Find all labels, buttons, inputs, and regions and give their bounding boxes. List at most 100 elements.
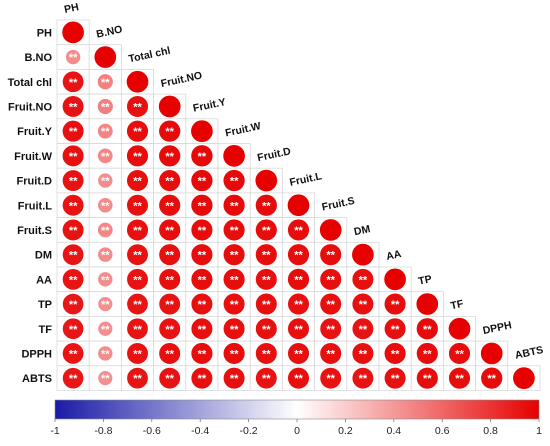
- significance-marker: **: [198, 176, 207, 188]
- corr-circle-fruit-y-fruit-y: [190, 119, 214, 143]
- corr-circle-fruit-y-fruit-no: [158, 119, 181, 143]
- significance-marker: **: [133, 373, 142, 385]
- significance-marker: **: [165, 299, 174, 311]
- corr-circle-tf-fruit-d: [255, 317, 278, 340]
- significance-marker: **: [165, 151, 174, 163]
- corr-circle-dm-fruit-s: [319, 243, 342, 266]
- significance-marker: **: [101, 176, 110, 188]
- significance-marker: **: [326, 324, 335, 336]
- significance-marker: **: [455, 373, 464, 385]
- row-label: AA: [36, 274, 52, 286]
- significance-marker: **: [101, 299, 110, 311]
- significance-marker: **: [487, 373, 496, 385]
- column-label: PH: [63, 1, 80, 16]
- significance-marker: **: [69, 225, 78, 237]
- significance-marker: **: [69, 151, 78, 163]
- corr-circle-abts-dpph: [480, 366, 503, 390]
- corr-circle-fruit-d-fruit-no: [158, 169, 181, 192]
- corr-circle-fruit-d-ph: [62, 169, 85, 192]
- corr-circle-dpph-aa: [383, 342, 407, 365]
- corr-circle-fruit-l-ph: [62, 194, 85, 217]
- row-label: B.NO: [25, 52, 53, 64]
- corr-circle-abts-fruit-l: [287, 367, 310, 390]
- corr-circle-fruit-w-fruit-y: [190, 144, 214, 168]
- significance-marker: **: [133, 200, 142, 212]
- corr-circle-tp-fruit-l: [287, 292, 310, 316]
- corr-circle-aa-aa: [383, 267, 407, 291]
- significance-marker: **: [101, 126, 110, 138]
- corr-circle-fruit-s-fruit-s: [319, 218, 343, 242]
- significance-marker: **: [165, 348, 174, 360]
- corr-circle-tf-aa: [383, 317, 407, 340]
- significance-marker: **: [133, 274, 142, 286]
- corr-circle-fruit-y-ph: [61, 120, 85, 143]
- corr-circle-fruit-no-b-no: [97, 98, 114, 115]
- corr-circle-aa-fruit-s: [319, 268, 342, 291]
- significance-marker: **: [326, 250, 335, 262]
- significance-marker: **: [423, 324, 432, 336]
- column-label: DM: [353, 223, 372, 238]
- corr-circle-total-chl-ph: [62, 70, 85, 93]
- corr-circle-tp-fruit-d: [255, 292, 278, 316]
- significance-marker: **: [133, 126, 142, 138]
- corr-circle-abts-tp: [416, 366, 439, 390]
- significance-marker: **: [359, 373, 368, 385]
- column-label: B.NO: [95, 23, 123, 40]
- corr-circle-aa-b-no: [97, 271, 114, 288]
- significance-layer: ** ** ** ** ** ** ** ** ** ** ** ** ** ** ** ** ** ** ** **…: [69, 52, 497, 385]
- corr-circle-tf-dm: [351, 317, 374, 340]
- corr-circle-tf-fruit-w: [222, 317, 246, 340]
- significance-marker: **: [423, 373, 432, 385]
- colorbar-tick-label: -0.4: [191, 425, 209, 437]
- corr-circle-tf-fruit-s: [319, 317, 342, 340]
- corr-circle-aa-fruit-y: [190, 268, 214, 291]
- corr-circle-dpph-dpph: [480, 342, 504, 365]
- column-label: AA: [385, 248, 403, 263]
- corr-circle-dm-ph: [62, 243, 85, 266]
- corr-circle-aa-fruit-no: [158, 268, 181, 291]
- significance-marker: **: [294, 373, 303, 385]
- corr-circle-aa-total-chl: [126, 268, 149, 291]
- significance-marker: **: [69, 299, 78, 311]
- significance-marker: **: [165, 373, 174, 385]
- significance-marker: **: [326, 373, 335, 385]
- significance-marker: **: [198, 225, 207, 237]
- corr-circle-tp-fruit-w: [222, 292, 246, 316]
- column-label: Total chl: [128, 45, 172, 66]
- significance-marker: **: [326, 299, 335, 311]
- corr-circle-total-chl-b-no: [97, 73, 114, 90]
- significance-marker: **: [133, 101, 142, 113]
- significance-marker: **: [359, 324, 368, 336]
- significance-marker: **: [198, 324, 207, 336]
- colorbar-tick-label: -1: [50, 425, 59, 437]
- corr-circle-aa-ph: [62, 268, 85, 291]
- significance-marker: **: [69, 274, 78, 286]
- significance-marker: **: [133, 299, 142, 311]
- corr-circle-fruit-l-fruit-w: [222, 194, 246, 217]
- row-label: Fruit.Y: [17, 126, 52, 138]
- row-label: Fruit.S: [17, 225, 52, 237]
- circle-layer: [61, 20, 536, 390]
- corr-circle-fruit-d-b-no: [97, 172, 114, 189]
- significance-marker: **: [198, 373, 207, 385]
- corr-circle-fruit-s-fruit-y: [190, 218, 214, 242]
- corr-circle-abts-b-no: [97, 370, 113, 386]
- significance-marker: **: [69, 52, 78, 64]
- significance-marker: **: [262, 225, 271, 237]
- significance-marker: **: [133, 348, 142, 360]
- corr-circle-abts-fruit-w: [222, 367, 246, 390]
- column-label: TF: [450, 298, 466, 313]
- significance-marker: **: [165, 176, 174, 188]
- significance-marker: **: [230, 225, 239, 237]
- significance-marker: **: [198, 274, 207, 286]
- corr-circle-dpph-dm: [351, 342, 375, 365]
- significance-marker: **: [198, 348, 207, 360]
- corr-circle-tp-dm: [351, 292, 375, 316]
- significance-marker: **: [69, 373, 78, 385]
- significance-marker: **: [230, 200, 239, 212]
- colorbar-tick-label: -0.2: [240, 425, 258, 437]
- significance-marker: **: [69, 101, 78, 113]
- corr-circle-fruit-w-fruit-w: [222, 144, 246, 168]
- corr-circle-dpph-fruit-w: [222, 342, 246, 365]
